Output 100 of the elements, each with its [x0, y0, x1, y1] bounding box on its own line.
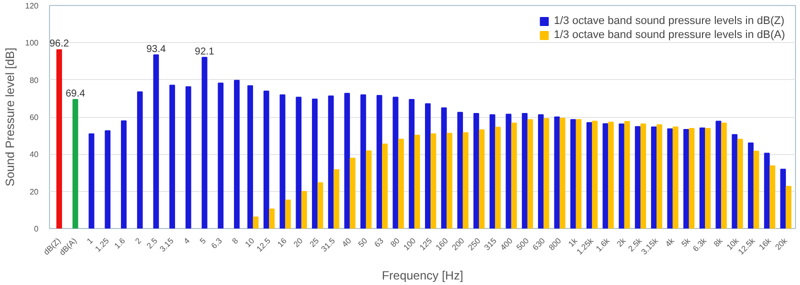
bar	[462, 132, 468, 228]
bar	[398, 138, 404, 228]
x-axis-title: Frequency [Hz]	[382, 268, 464, 282]
data-label: 69.4	[66, 88, 86, 100]
bar	[296, 96, 302, 228]
bar	[672, 126, 678, 228]
legend-label: 1/3 octave band sound pressure levels in dB(A)	[554, 29, 785, 41]
x-tick-label: 8k	[712, 236, 726, 249]
bar	[544, 118, 550, 228]
bar	[441, 107, 447, 228]
x-tick-label: 1	[85, 236, 96, 246]
bar	[651, 126, 657, 228]
bar	[382, 144, 388, 228]
y-tick-label: 20	[30, 187, 40, 196]
bar	[366, 150, 372, 228]
bar	[478, 129, 485, 228]
bar	[72, 99, 78, 228]
bar	[317, 182, 324, 228]
x-tick-label: 8	[230, 236, 240, 246]
x-tick-label: 10	[243, 236, 257, 249]
bar	[667, 128, 673, 228]
bar	[602, 123, 608, 228]
bar	[430, 133, 436, 228]
bar	[252, 216, 259, 228]
bar	[301, 191, 307, 228]
x-tick-label: 4	[182, 236, 192, 246]
x-tick-label: 6.3k	[691, 236, 709, 254]
bar	[608, 122, 614, 228]
data-label: 92.1	[194, 46, 215, 58]
x-tick-label: 31.5	[319, 236, 338, 254]
bar	[570, 119, 576, 228]
x-tick-label: 2k	[615, 236, 628, 249]
x-tick-label: 630	[530, 236, 548, 252]
bar	[538, 114, 544, 228]
bar	[473, 112, 480, 228]
x-tick-label: 4k	[664, 236, 677, 249]
x-tick-label: 500	[514, 236, 532, 252]
bar	[522, 112, 528, 228]
x-tick-label: 400	[498, 236, 515, 252]
y-axis-title: Sound Pressure level [dB]	[3, 48, 18, 186]
bar	[446, 132, 452, 228]
bar	[618, 124, 624, 228]
y-tick-label: 120	[25, 2, 40, 10]
x-tick-label: 1.6	[112, 236, 128, 251]
bar	[328, 96, 334, 228]
x-tick-label: 800	[547, 236, 564, 252]
bar	[360, 94, 366, 228]
bar	[269, 208, 275, 228]
bar	[264, 90, 270, 228]
bar	[656, 124, 662, 228]
x-tick-label: 1.6k	[594, 236, 612, 254]
x-tick-label: 5k	[680, 236, 693, 249]
bar	[495, 126, 501, 228]
y-tick-label: 40	[30, 150, 40, 160]
x-tick-label: 315	[482, 236, 499, 252]
bar	[780, 168, 786, 228]
bar	[408, 99, 415, 228]
y-tick-label: 80	[30, 76, 40, 85]
x-tick-label: 250	[466, 236, 483, 252]
x-tick-label: 80	[388, 236, 402, 249]
bar	[576, 119, 582, 228]
legend-label: 1/3 octave band sound pressure levels in dB(Z)	[554, 15, 784, 27]
y-tick-label: 60	[30, 113, 40, 122]
bar	[280, 94, 286, 228]
x-tick-label: 1k	[566, 236, 580, 249]
bar	[688, 128, 695, 228]
bar	[506, 114, 512, 228]
bar	[285, 200, 291, 228]
bar	[753, 150, 760, 228]
bar	[624, 120, 630, 228]
x-tick-label: 16k	[757, 236, 774, 252]
bar	[344, 92, 350, 228]
bar	[554, 116, 560, 228]
bar	[490, 114, 496, 228]
bar	[424, 103, 431, 228]
bar	[737, 138, 743, 228]
x-tick-label: 200	[450, 236, 466, 252]
bar	[634, 126, 641, 228]
bar	[704, 128, 711, 228]
y-tick-label: 0	[34, 224, 40, 234]
bar	[764, 152, 770, 228]
x-tick-label: 20k	[774, 236, 790, 252]
bar	[786, 186, 792, 228]
bar	[334, 169, 340, 228]
x-tick-label: 40	[340, 236, 354, 249]
bar	[732, 134, 738, 228]
bar	[527, 119, 534, 228]
bar	[640, 124, 646, 228]
bar	[457, 112, 463, 228]
data-label: 96.2	[49, 38, 70, 50]
bar	[414, 134, 420, 228]
bar	[350, 158, 356, 228]
x-tick-label: 16	[276, 236, 289, 249]
x-tick-label: 160	[434, 236, 450, 252]
x-tick-label: 25	[308, 236, 322, 249]
x-tick-label: 6.3	[210, 236, 224, 251]
bar	[560, 118, 566, 228]
bar	[592, 120, 598, 228]
bar	[716, 120, 722, 228]
bar	[392, 96, 398, 228]
